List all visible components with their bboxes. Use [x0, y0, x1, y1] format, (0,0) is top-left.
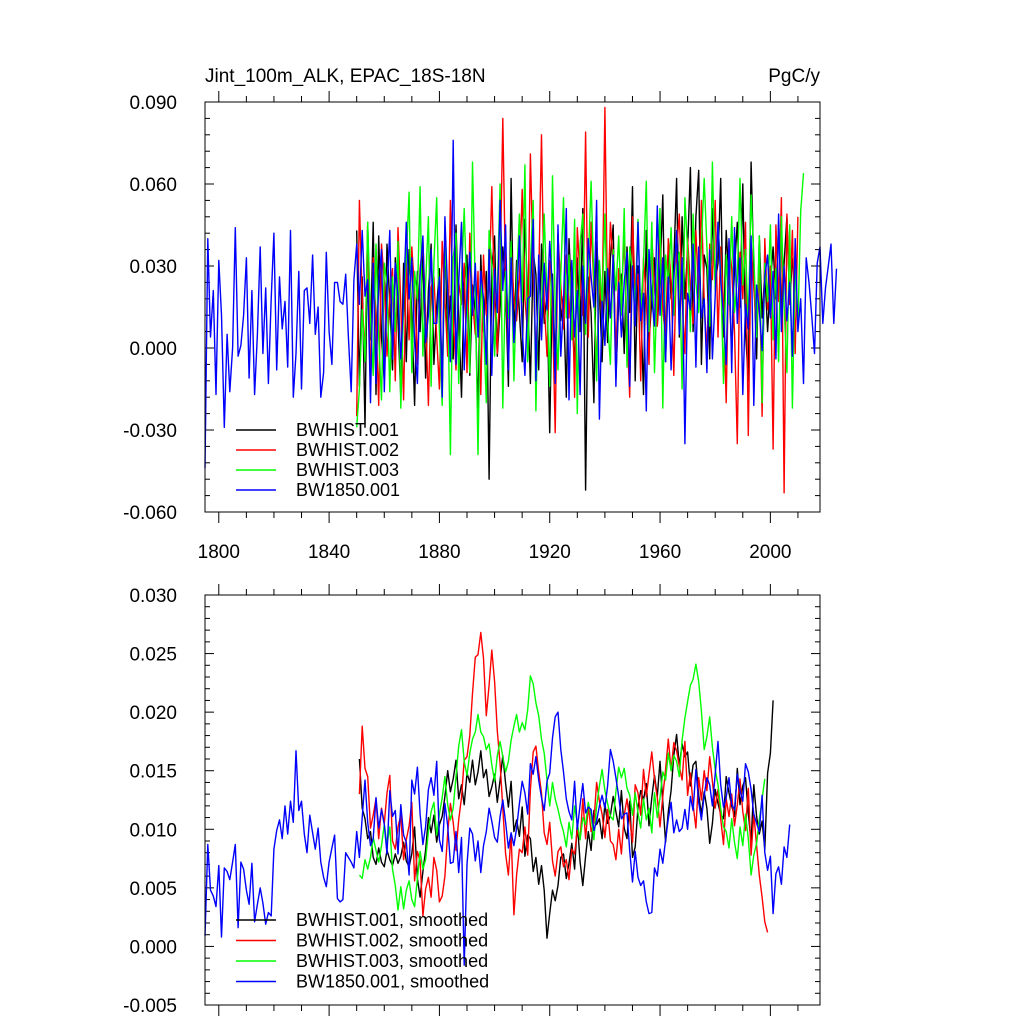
x-tick-label: 1920 [529, 542, 571, 563]
x-tick-label: 2000 [749, 542, 791, 563]
bottom-plot-frame [204, 594, 821, 1006]
y-tick-label: 0.090 [129, 93, 177, 114]
bottom-axis-ticks: -0.005 0.000 0.005 0.010 0.015 0.020 0.025 0.03… [123, 584, 820, 1017]
top-chart-title: Jint_100m_ALK, EPAC_18S-18N [205, 66, 486, 87]
legend-label: BW1850.001 [296, 480, 400, 500]
y-tick-label: -0.060 [123, 503, 177, 524]
y-tick-label: 0.030 [129, 257, 177, 278]
legend-label: BW1850.001, smoothed [296, 972, 489, 992]
y-tick-label: -0.005 [123, 996, 177, 1017]
series-line-bw1850-001 [204, 139, 838, 469]
top-plot-frame [204, 101, 821, 513]
y-tick-label: 0.020 [129, 703, 177, 724]
y-tick-label: 0.025 [129, 645, 177, 666]
y-tick-label: 0.030 [129, 586, 177, 607]
top-chart-units: PgC/y [768, 66, 820, 87]
legend-label: BWHIST.001, smoothed [296, 910, 488, 930]
y-tick-label: 0.000 [129, 339, 177, 360]
series-line-bwhist-003 [356, 161, 805, 456]
x-tick-label: 1960 [639, 542, 681, 563]
series-line-bw1850-001 [204, 711, 791, 966]
legend-label: BWHIST.001 [296, 420, 399, 440]
legend-label: BWHIST.003 [296, 460, 399, 480]
legend-label: BWHIST.002, smoothed [296, 931, 488, 951]
y-tick-label: -0.030 [123, 421, 177, 442]
series-line-bwhist-002 [358, 631, 769, 933]
y-tick-label: 0.010 [129, 820, 177, 841]
legend-label: BWHIST.003, smoothed [296, 951, 488, 971]
y-tick-label: 0.060 [129, 175, 177, 196]
legend-label: BWHIST.002 [296, 440, 399, 460]
bottom-panel: -0.005 0.000 0.005 0.010 0.015 0.020 0.025 0.03… [123, 584, 821, 1017]
y-tick-label: 0.000 [129, 937, 177, 958]
series-line-bwhist-003 [358, 663, 766, 911]
x-tick-label: 1800 [198, 542, 240, 563]
bottom-series-lines [204, 631, 791, 966]
x-tick-label: 1880 [418, 542, 460, 563]
y-tick-label: 0.015 [129, 762, 177, 783]
top-panel: Jint_100m_ALK, EPAC_18S-18N PgC/y -0.060… [123, 66, 838, 563]
y-tick-label: 0.005 [129, 879, 177, 900]
top-series-lines [204, 106, 838, 494]
x-tick-label: 1840 [308, 542, 350, 563]
top-axis-ticks: -0.060 -0.030 0.000 0.030 0.060 0.090 1800 1840… [123, 91, 820, 563]
